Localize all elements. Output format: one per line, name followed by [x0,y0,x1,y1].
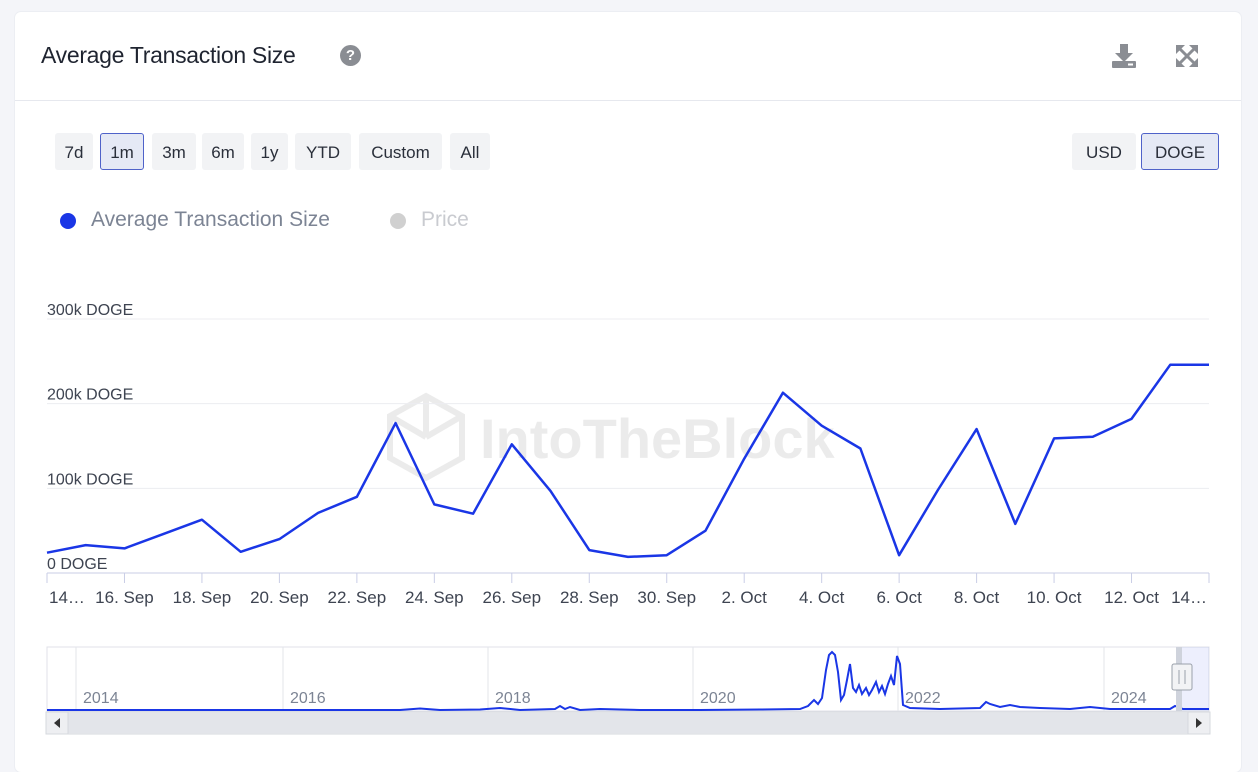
x-tick-label: 22. Sep [328,588,387,607]
range-button-3m[interactable]: 3m [152,133,196,170]
y-tick-label: 200k DOGE [47,387,133,404]
range-button-6m[interactable]: 6m [202,133,244,170]
range-button-1y[interactable]: 1y [251,133,288,170]
expand-icon [1176,45,1198,67]
x-tick-label: 28. Sep [560,588,619,607]
x-tick-label: 26. Sep [482,588,541,607]
download-icon [1112,44,1136,68]
legend-dot [390,213,406,229]
x-tick-label: 24. Sep [405,588,464,607]
x-tick-label: 20. Sep [250,588,309,607]
chart-title: Average Transaction Size [41,42,296,68]
range-button-all[interactable]: All [450,133,490,170]
y-tick-label: 300k DOGE [47,302,133,319]
legend-label: Average Transaction Size [91,208,330,231]
download-button[interactable] [1110,42,1138,70]
x-tick-label: 30. Sep [637,588,696,607]
legend-label: Price [421,208,469,231]
x-tick-label: 2. Oct [722,588,768,607]
watermark: IntoTheBlock [387,392,836,482]
legend-dot [60,213,76,229]
y-tick-label: 100k DOGE [47,471,133,488]
chart-card: Average Transaction Size ? [15,12,1241,772]
x-tick-label: 10. Oct [1027,588,1082,607]
x-tick-label: 14… [49,588,85,607]
range-button-custom[interactable]: Custom [359,133,442,170]
range-button-1m[interactable]: 1m [100,133,144,170]
currency-button-doge[interactable]: DOGE [1141,133,1219,170]
x-tick-label: 8. Oct [954,588,1000,607]
range-button-7d[interactable]: 7d [55,133,93,170]
x-tick-label: 18. Sep [173,588,232,607]
x-tick-label: 16. Sep [95,588,154,607]
x-tick-label: 4. Oct [799,588,845,607]
currency-button-usd[interactable]: USD [1072,133,1136,170]
x-tick-label: 12. Oct [1104,588,1159,607]
card-header: Average Transaction Size ? [15,12,1241,101]
series-line [46,363,1209,559]
watermark-text: IntoTheBlock [480,407,836,470]
y-tick-label: 0 DOGE [47,556,107,573]
x-tick-label: 14… [1171,588,1207,607]
question-circle-icon[interactable]: ? [340,45,361,66]
expand-button[interactable] [1173,42,1201,70]
range-button-ytd[interactable]: YTD [295,133,351,170]
main-chart: IntoTheBlock 0 DOGE 100k DOGE 200k DOGE 300… [46,302,1210,607]
x-tick-label: 6. Oct [876,588,922,607]
